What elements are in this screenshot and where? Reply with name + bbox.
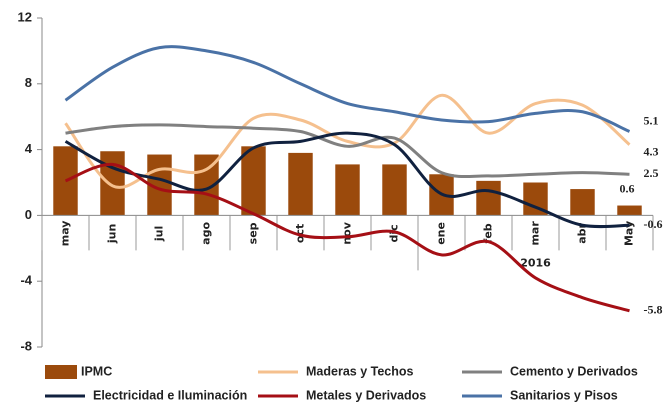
bar [288,152,313,216]
bar [382,164,407,216]
x-tick-label: feb [482,223,495,243]
legend-swatch [45,365,77,379]
y-tick-label: 8 [25,75,32,90]
value-label: 0.6 [620,181,635,195]
y-tick-label: -8 [20,338,32,353]
x-tick-label: mar [529,221,542,246]
x-tick-label: nov [341,221,354,244]
legend-label: Maderas y Techos [306,364,414,378]
value-label: -5.8 [644,303,663,317]
line [64,131,630,229]
line [64,93,631,189]
x-tick-label: oct [294,224,307,243]
x-tick-label: dic [388,224,401,242]
legend-label: Electricidad e Iluminación [93,388,247,402]
y-tick-label: 0 [25,207,32,222]
line [64,45,631,133]
bar [476,180,501,216]
x-tick-label: ago [200,222,213,245]
y-tick-label: 4 [25,141,33,156]
group-label: 2016 [520,256,551,269]
x-tick-label: abr [576,222,589,243]
x-tick-label: jun [106,224,119,244]
value-label: 2.5 [644,166,659,180]
legend-label: Metales y Derivados [306,388,426,402]
value-label: 5.1 [644,113,659,127]
line [64,162,630,313]
bar [241,146,266,216]
legend-label: Sanitarios y Pisos [510,388,618,402]
value-label: 4.3 [644,144,659,158]
x-tick-label: May [623,221,636,246]
bar [100,151,125,216]
bar [617,205,642,216]
x-tick-label: jul [153,226,166,242]
line [65,123,630,179]
value-label: -0.6 [644,217,663,231]
bar [570,189,595,216]
legend-label: IPMC [81,364,112,378]
x-tick-label: ene [435,222,448,245]
x-tick-label: sep [247,222,260,244]
y-tick-label: 12 [18,9,32,24]
x-tick-label: may [59,221,72,247]
bar [335,164,360,216]
legend-label: Cemento y Derivados [510,364,638,378]
y-tick-label: -4 [20,273,32,288]
